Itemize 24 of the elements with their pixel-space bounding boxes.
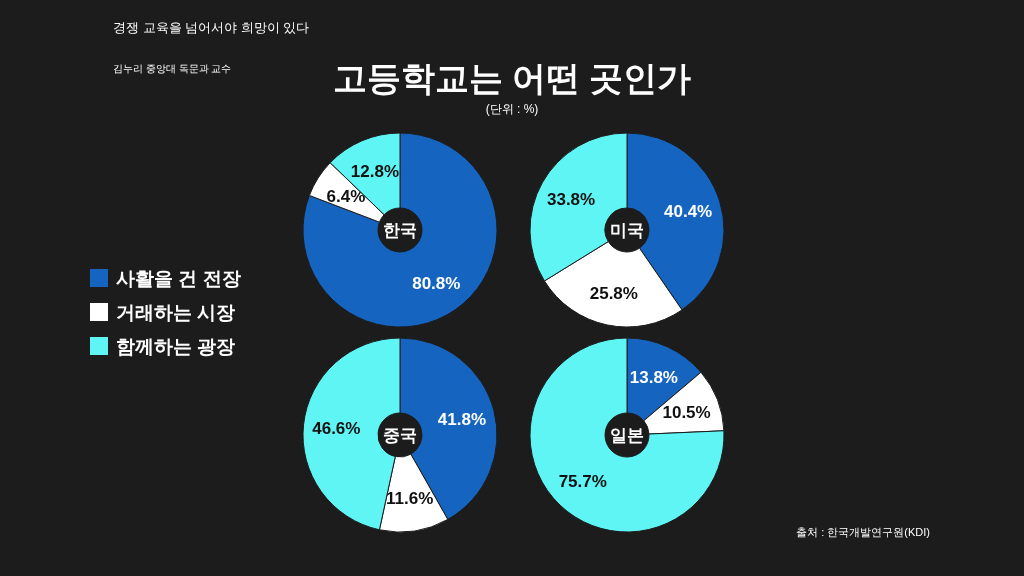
- text: 미국: [610, 221, 644, 240]
- data-label: 40.4%: [664, 201, 713, 221]
- text: (단위 : %): [485, 102, 539, 116]
- text: 김누리 중앙대 독문과 교수: [113, 63, 232, 74]
- data-label: 80.8%: [412, 273, 461, 293]
- legend-label: 사활을 건 전장: [116, 268, 241, 289]
- text: 중국: [383, 426, 417, 445]
- data-label: 33.8%: [546, 189, 596, 209]
- data-label: 10.5%: [662, 402, 711, 422]
- data-label: 75.7%: [558, 472, 607, 492]
- text: 경쟁 교육을 넘어서야 희망이 있다: [113, 20, 310, 35]
- legend-label: 거래하는 시장: [116, 302, 236, 323]
- data-label: 46.6%: [312, 419, 361, 439]
- data-label: 6.4%: [326, 186, 366, 206]
- legend-label: 함께하는 광장: [116, 336, 236, 357]
- data-label: 41.8%: [437, 409, 487, 429]
- data-label: 25.8%: [589, 283, 638, 303]
- data-label: 12.8%: [350, 162, 400, 182]
- text: 한국: [383, 221, 417, 240]
- data-label: 13.8%: [629, 367, 678, 387]
- text: 일본: [610, 426, 644, 445]
- source-note: 출처 : 한국개발연구원(KDI): [796, 526, 930, 538]
- text: 고등학교는 어떤 곳인가: [332, 59, 692, 97]
- data-label: 11.6%: [385, 489, 434, 509]
